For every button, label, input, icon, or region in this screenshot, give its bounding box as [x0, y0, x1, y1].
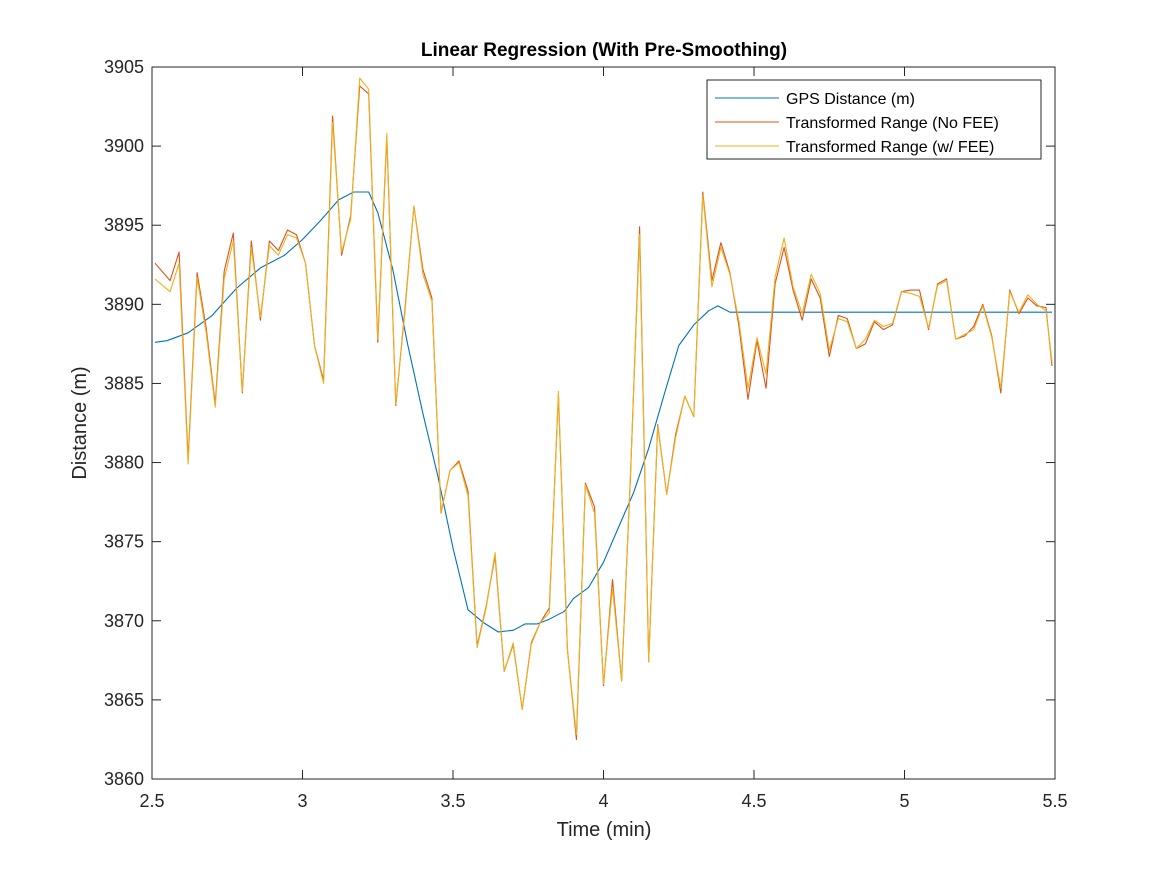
y-tick-label: 3890	[104, 294, 144, 314]
y-tick-label: 3895	[104, 215, 144, 235]
y-tick-label: 3880	[104, 453, 144, 473]
series-line-3	[154, 77, 1053, 736]
y-tick-label: 3865	[104, 690, 144, 710]
legend-entry: GPS Distance (m)	[786, 91, 915, 108]
y-tick-label: 3870	[104, 611, 144, 631]
x-tick-label: 4.5	[741, 791, 766, 811]
chart-title: Linear Regression (With Pre-Smoothing)	[421, 40, 787, 61]
axes	[151, 66, 1056, 780]
y-tick-label: 3905	[104, 57, 144, 77]
y-tick-label: 3900	[104, 136, 144, 156]
series-line-1	[154, 191, 1052, 633]
legend: GPS Distance (m) Transformed Range (No FE…	[706, 79, 1042, 160]
y-axis-label: Distance (m)	[69, 366, 91, 479]
x-tick-label: 5	[899, 791, 909, 811]
y-tick-label: 3860	[104, 769, 144, 789]
x-tick-label: 3.5	[440, 791, 465, 811]
x-tick-label: 5.5	[1042, 791, 1067, 811]
y-tick-label: 3885	[104, 373, 144, 393]
y-tick-label: 3875	[104, 532, 144, 552]
plot-lines	[154, 77, 1053, 740]
x-tick-label: 4	[598, 791, 608, 811]
tick-group: 2.5 3 3.5 4 4.5 5 5.5 3860 3865 3870 3875 3880 3885 3…	[104, 57, 1068, 811]
x-tick-label: 3	[297, 791, 307, 811]
legend-entry: Transformed Range (w/ FEE)	[786, 139, 994, 156]
plot-frame	[151, 66, 1056, 780]
legend-entry: Transformed Range (No FEE)	[786, 115, 999, 132]
x-axis-label: Time (min)	[557, 819, 652, 841]
x-tick-label: 2.5	[139, 791, 164, 811]
series-line-2	[154, 85, 1053, 740]
